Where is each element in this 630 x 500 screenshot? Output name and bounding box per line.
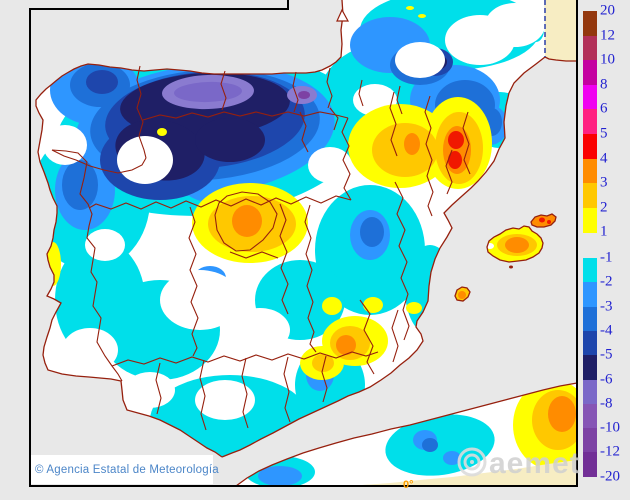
cabrera-island (509, 265, 513, 269)
copyright-bar: © Agencia Estatal de Meteorología (31, 455, 219, 484)
watermark-logo (457, 447, 487, 477)
province-borders (51, 65, 471, 431)
anomaly-blobs (36, 0, 577, 486)
watermark-text: aemet (489, 447, 581, 480)
balearic-islands (455, 214, 556, 301)
map-frame (29, 0, 578, 487)
coast-triangle-marker (336, 8, 350, 22)
meridian-label: 0° (403, 479, 414, 491)
coastline (35, 0, 578, 487)
outside-domain (356, 0, 577, 486)
copyright-text: © Agencia Estatal de Meteorología (35, 463, 219, 476)
